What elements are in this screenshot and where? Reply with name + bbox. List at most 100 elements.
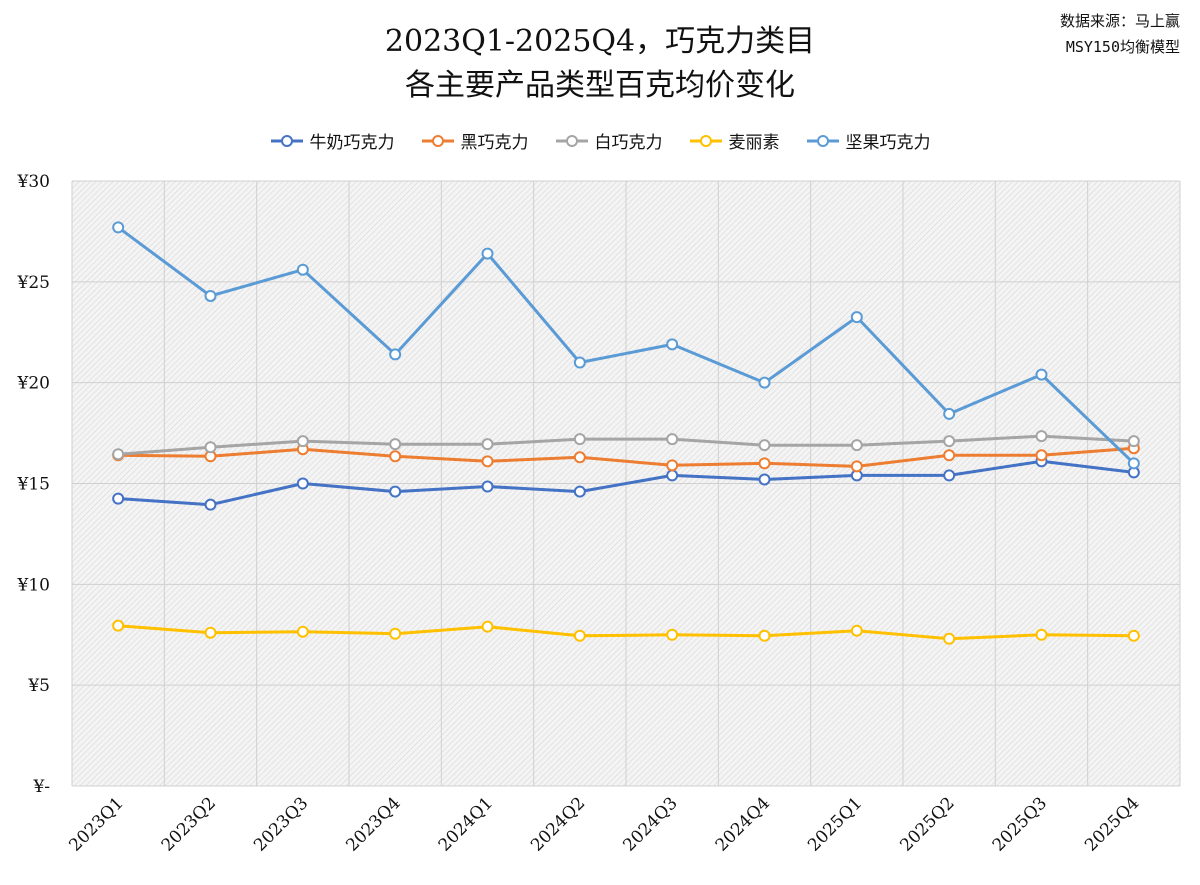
y-tick-label: ¥5 (27, 676, 50, 696)
x-axis: 2023Q1 2023Q2 2023Q3 2023Q4 2024Q1 2024Q2 2024… (65, 793, 1143, 855)
data-point (1127, 629, 1140, 642)
series-line (118, 446, 1134, 468)
data-point (389, 450, 402, 463)
series-layer (112, 221, 1140, 645)
data-point (481, 480, 494, 493)
data-point (389, 485, 402, 498)
legend-item: 白巧克力 (555, 128, 663, 153)
legend-item: 坚果巧克力 (806, 128, 931, 153)
x-tick-label: 2025Q2 (896, 793, 958, 855)
data-point (1035, 368, 1048, 381)
data-point (758, 629, 771, 642)
legend-swatch (555, 134, 588, 147)
data-point (758, 473, 771, 486)
series-line (118, 624, 1134, 641)
data-point (666, 628, 679, 641)
x-tick-label: 2023Q2 (158, 793, 220, 855)
source-note-line1: 数据来源：马上赢 (1059, 12, 1180, 30)
x-tick-label: 2025Q1 (804, 793, 866, 855)
data-point (573, 629, 586, 642)
data-point (943, 632, 956, 645)
series-line (118, 459, 1134, 507)
legend-label: 麦丽素 (728, 133, 780, 153)
chart-title-line1: 2023Q1-2025Q4，巧克力类目 (384, 24, 816, 59)
data-point (204, 498, 217, 511)
data-point (112, 619, 125, 632)
x-tick-label: 2024Q1 (435, 793, 497, 855)
data-point (850, 624, 863, 637)
y-tick-label: ¥10 (17, 575, 50, 595)
x-tick-label: 2025Q4 (1081, 793, 1143, 855)
x-tick-label: 2024Q3 (619, 793, 681, 855)
data-point (296, 477, 309, 490)
y-axis: ¥- ¥5 ¥10 ¥15 ¥20 ¥25 ¥30 (17, 172, 50, 797)
legend: 牛奶巧克力 黑巧克力 白巧克力 麦丽素 坚果巧克力 (0, 128, 1200, 153)
legend-label: 牛奶巧克力 (309, 133, 395, 153)
source-note: 数据来源：马上赢 MSY150均衡模型 (1060, 8, 1180, 60)
data-point (204, 289, 217, 302)
series-line (118, 434, 1134, 456)
series-group (112, 619, 1140, 645)
data-point (481, 620, 494, 633)
data-point (1127, 457, 1140, 470)
data-point (943, 407, 956, 420)
data-point (1127, 435, 1140, 448)
data-point (1035, 430, 1048, 443)
data-point (204, 626, 217, 639)
x-tick-label: 2025Q3 (989, 793, 1051, 855)
data-point (389, 627, 402, 640)
series-line (117, 226, 1135, 465)
y-tick-label: ¥30 (17, 172, 50, 192)
legend-swatch (689, 134, 722, 147)
legend-item: 黑巧克力 (421, 128, 529, 153)
data-point (481, 455, 494, 468)
source-note-line2: MSY150均衡模型 (1065, 38, 1180, 56)
chart-title-line2: 各主要产品类型百克均价变化 (405, 68, 795, 103)
chart-title: 2023Q1-2025Q4，巧克力类目 各主要产品类型百克均价变化 (300, 20, 900, 108)
data-point (758, 376, 771, 389)
y-tick-label: ¥20 (17, 374, 50, 394)
data-point (112, 448, 125, 461)
legend-item: 牛奶巧克力 (270, 128, 395, 153)
data-point (204, 441, 217, 454)
data-point (1035, 449, 1048, 462)
data-point (573, 485, 586, 498)
y-tick-label: ¥15 (17, 475, 50, 495)
data-point (758, 439, 771, 452)
y-tick-label: ¥- (32, 777, 50, 797)
data-point (943, 435, 956, 448)
data-point (573, 433, 586, 446)
x-tick-label: 2023Q3 (250, 793, 312, 855)
series-group (112, 221, 1140, 470)
data-point (112, 221, 125, 234)
x-tick-label: 2023Q4 (342, 793, 404, 855)
data-point (850, 439, 863, 452)
series-group (112, 455, 1140, 511)
legend-swatch (806, 134, 839, 147)
data-point (666, 338, 679, 351)
legend-item: 麦丽素 (689, 128, 780, 153)
data-point (573, 451, 586, 464)
data-point (389, 438, 402, 451)
legend-swatch (421, 134, 454, 147)
data-point (943, 469, 956, 482)
data-point (1035, 628, 1048, 641)
data-point (943, 449, 956, 462)
data-point (666, 433, 679, 446)
data-point (296, 435, 309, 448)
series-group (112, 430, 1140, 461)
x-tick-label: 2024Q4 (712, 793, 774, 855)
data-point (296, 263, 309, 276)
x-tick-label: 2024Q2 (527, 793, 589, 855)
y-tick-label: ¥25 (17, 273, 50, 293)
data-point (481, 247, 494, 260)
data-point (850, 311, 863, 324)
x-tick-label: 2023Q1 (65, 793, 127, 855)
legend-label: 白巧克力 (594, 133, 663, 153)
data-point (112, 492, 125, 505)
data-point (573, 356, 586, 369)
data-point (389, 348, 402, 361)
legend-swatch (270, 134, 303, 147)
legend-label: 坚果巧克力 (845, 133, 931, 153)
